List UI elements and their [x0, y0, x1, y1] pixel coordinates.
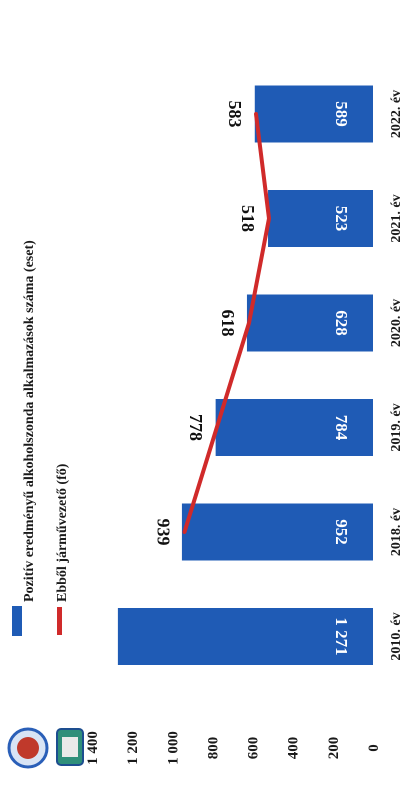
value-tick-label: 200 [326, 737, 342, 760]
line-value-label: 778 [186, 414, 206, 441]
category-label: 2019. év [389, 403, 404, 451]
bars [117, 85, 373, 665]
category-label: 2022. év [389, 90, 404, 138]
police-logo-icon [7, 727, 49, 769]
bar-value-label: 1 271 [332, 617, 351, 655]
value-axis: 0 200 400 600 800 1 000 1 200 1 400 [85, 731, 382, 765]
crest-logo-icon [56, 728, 84, 766]
bar-value-label: 952 [332, 519, 351, 545]
bar-value-label: 589 [332, 101, 351, 127]
bar-2 [215, 399, 373, 456]
bar-1 [181, 503, 373, 561]
line-value-label: 618 [218, 310, 238, 337]
value-tick-label: 600 [246, 737, 262, 760]
line-value-label: 518 [238, 205, 258, 232]
bar-value-label: 523 [332, 206, 351, 232]
bar-3 [246, 294, 373, 352]
category-label: 2010. év [389, 612, 404, 660]
data-labels: 1 271 952 784 628 523 589 939 778 618 518 583 [154, 101, 351, 656]
value-tick-label: 800 [205, 737, 221, 760]
bar-0 [117, 608, 373, 665]
bar-4 [268, 190, 373, 247]
bar-value-label: 784 [332, 415, 351, 441]
category-label: 2021. év [389, 194, 404, 242]
series-line-drivers [182, 112, 271, 534]
value-tick-label: 400 [286, 737, 302, 760]
value-tick-label: 1 000 [165, 731, 181, 765]
legend-label-line: Ebből járművezető (fő) [55, 463, 70, 602]
value-tick-label: 1 400 [85, 731, 101, 765]
category-label: 2018. év [389, 508, 404, 556]
bar-value-label: 628 [332, 310, 351, 336]
legend-label-bars: Pozitív eredményű alkoholszonda alkalmaz… [22, 240, 37, 602]
legend-swatch-bars [12, 606, 22, 636]
category-axis: 2010. év 2018. év 2019. év 2020. év 2021. év… [389, 90, 404, 661]
line-value-label: 583 [225, 101, 245, 128]
line-value-label: 939 [154, 519, 174, 546]
category-label: 2020. év [389, 299, 404, 347]
value-tick-label: 1 200 [125, 731, 141, 765]
bar-5 [254, 85, 373, 143]
legend: Pozitív eredményű alkoholszonda alkalmaz… [12, 240, 70, 636]
legend-swatch-line [57, 607, 62, 635]
value-tick-label: 0 [366, 744, 382, 752]
